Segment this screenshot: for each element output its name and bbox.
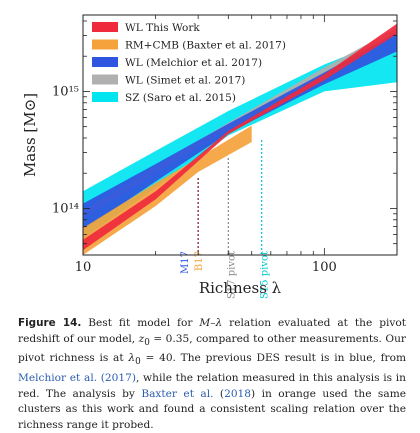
plot-frame: [82, 14, 398, 256]
x-axis-label: Richness λ: [199, 279, 282, 297]
y-axis-label: Mass [M⊙]: [21, 93, 39, 177]
caption-subscript: 0: [135, 357, 141, 368]
pivot-label-3: S15 pivot: [260, 251, 271, 299]
legend-swatch-2: [92, 57, 118, 67]
legend: WL This Work RM+CMB (Baxter et al. 2017) W…: [92, 22, 286, 104]
legend-swatch-3: [92, 74, 118, 85]
legend-label-4: SZ (Saro et al. 2015): [125, 92, 236, 104]
caption-math: M–λ: [199, 317, 223, 329]
plot-bands: [83, 23, 397, 255]
pivot-label-0: M17: [180, 251, 191, 274]
band-3: [83, 125, 252, 255]
caption-text: = 40. The previous DES result is in blue…: [140, 352, 406, 365]
pivot-label-2: S17 pivot: [226, 251, 237, 299]
citation-link-melchior[interactable]: Melchior et al. (2017): [18, 372, 136, 384]
y-tick-label-0: 10¹⁴: [52, 201, 79, 216]
caption-text: , while the relation measured in this an…: [18, 372, 406, 400]
citation-link-baxter-year[interactable]: 2018: [224, 387, 252, 400]
legend-label-0: WL This Work: [125, 22, 200, 34]
pivot-lines: M17 B17 S17 pivot S15 pivot: [180, 140, 271, 299]
legend-label-3: WL (Simet et al. 2017): [125, 75, 245, 87]
axis-ticks: 10 100 10¹⁴ 10¹⁵: [52, 15, 398, 275]
band-1: [83, 27, 397, 219]
band-4: [83, 23, 397, 251]
y-tick-label-1: 10¹⁵: [52, 84, 79, 99]
legend-swatch-4: [92, 92, 118, 102]
caption-math: z: [138, 332, 145, 345]
caption-text: relation evaluated at the pivot redshift…: [18, 317, 406, 345]
x-tick-label-1: 100: [312, 260, 337, 275]
pivot-label-1: B17: [194, 251, 205, 271]
caption-text: (: [213, 387, 225, 400]
legend-swatch-0: [92, 22, 118, 32]
caption-text: = 0.35, compared to other measurements. …: [18, 332, 406, 365]
legend-swatch-1: [92, 39, 118, 50]
legend-label-1: RM+CMB (Baxter et al. 2017): [125, 40, 286, 52]
caption-text: Best fit model for: [81, 317, 200, 329]
citation-link-baxter[interactable]: Baxter et al.: [141, 387, 214, 400]
caption-math: λ: [128, 352, 136, 365]
caption-label: Figure 14.: [18, 317, 82, 329]
caption-subscript: 0: [144, 337, 150, 348]
legend-label-2: WL (Melchior et al. 2017): [125, 57, 262, 69]
x-tick-label-0: 10: [75, 260, 92, 275]
mass-richness-figure: M17 B17 S17 pivot S15 pivot 10 100 10¹⁴ 10¹⁵ W…: [21, 14, 398, 299]
figure-caption: Figure 14. Best fit model for M–λ relati…: [18, 316, 406, 433]
